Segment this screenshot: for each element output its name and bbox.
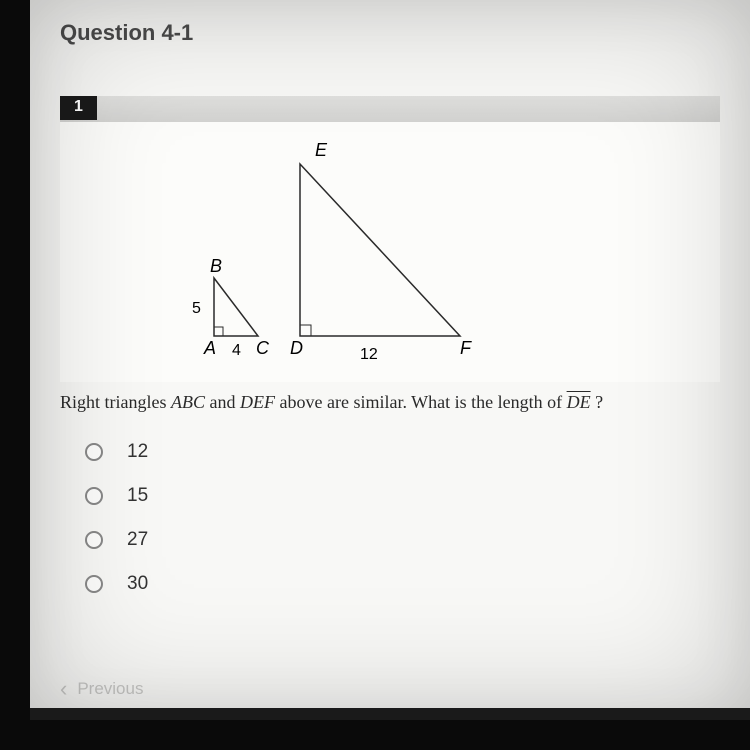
subquestion-tag: 1 xyxy=(60,96,97,120)
q-mid2: above are similar. What is the length of xyxy=(275,392,567,412)
dim-df: 12 xyxy=(360,346,378,364)
options-group: 12 15 27 30 xyxy=(85,441,750,595)
label-A: A xyxy=(204,338,216,359)
radio-icon[interactable] xyxy=(85,487,103,505)
triangles-figure: E B 5 A 4 C D 12 F xyxy=(130,142,510,372)
subquestion-bar: 1 xyxy=(60,96,720,122)
right-angle-abc xyxy=(214,327,223,336)
q-t1: ABC xyxy=(171,392,205,412)
option-12[interactable]: 12 xyxy=(85,441,750,463)
dim-ac: 4 xyxy=(232,342,241,360)
option-label: 15 xyxy=(127,485,148,507)
dim-ab: 5 xyxy=(192,300,201,318)
radio-icon[interactable] xyxy=(85,443,103,461)
content-area: 1 E B 5 A 4 C D 12 F xyxy=(30,96,750,382)
q-pre: Right triangles xyxy=(60,392,171,412)
previous-button[interactable]: ‹ Previous xyxy=(60,676,143,702)
q-t2: DEF xyxy=(240,392,275,412)
option-15[interactable]: 15 xyxy=(85,485,750,507)
q-post: ? xyxy=(591,392,604,412)
label-B: B xyxy=(210,256,222,277)
triangle-def xyxy=(300,164,460,336)
previous-label: Previous xyxy=(77,679,143,699)
option-30[interactable]: 30 xyxy=(85,573,750,595)
label-D: D xyxy=(290,338,303,359)
option-label: 27 xyxy=(127,529,148,551)
right-angle-def xyxy=(300,325,311,336)
label-C: C xyxy=(256,338,269,359)
chevron-left-icon: ‹ xyxy=(60,676,67,702)
label-F: F xyxy=(460,338,471,359)
option-label: 12 xyxy=(127,441,148,463)
question-title: Question 4-1 xyxy=(60,20,750,46)
quiz-panel: Question 4-1 1 E B 5 A 4 C xyxy=(30,0,750,720)
header: Question 4-1 xyxy=(30,0,750,46)
q-mid1: and xyxy=(205,392,240,412)
option-27[interactable]: 27 xyxy=(85,529,750,551)
radio-icon[interactable] xyxy=(85,575,103,593)
triangles-svg xyxy=(130,142,510,372)
question-text: Right triangles ABC and DEF above are si… xyxy=(60,392,720,413)
taskbar xyxy=(30,708,750,720)
figure-container: E B 5 A 4 C D 12 F xyxy=(60,122,720,382)
label-E: E xyxy=(315,140,327,161)
q-seg: DE xyxy=(567,392,591,412)
radio-icon[interactable] xyxy=(85,531,103,549)
option-label: 30 xyxy=(127,573,148,595)
